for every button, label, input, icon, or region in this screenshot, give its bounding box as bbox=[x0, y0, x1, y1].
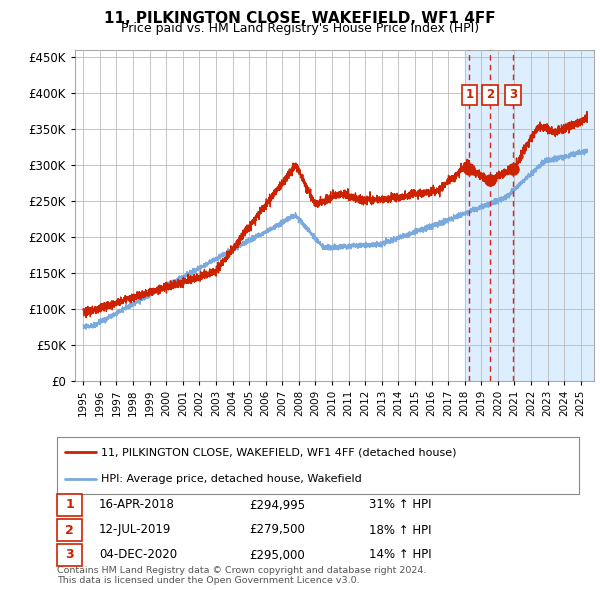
Text: 04-DEC-2020: 04-DEC-2020 bbox=[99, 549, 177, 562]
Text: 11, PILKINGTON CLOSE, WAKEFIELD, WF1 4FF: 11, PILKINGTON CLOSE, WAKEFIELD, WF1 4FF bbox=[104, 11, 496, 25]
Text: £294,995: £294,995 bbox=[249, 499, 305, 512]
Text: 1: 1 bbox=[65, 499, 74, 512]
Text: £295,000: £295,000 bbox=[249, 549, 305, 562]
Text: 31% ↑ HPI: 31% ↑ HPI bbox=[369, 499, 431, 512]
Text: 2: 2 bbox=[65, 523, 74, 536]
Bar bbox=[464, 50, 598, 381]
Text: £279,500: £279,500 bbox=[249, 523, 305, 536]
Text: 18% ↑ HPI: 18% ↑ HPI bbox=[369, 523, 431, 536]
Text: 1: 1 bbox=[466, 88, 473, 101]
Text: 3: 3 bbox=[65, 549, 74, 562]
Text: Price paid vs. HM Land Registry's House Price Index (HPI): Price paid vs. HM Land Registry's House … bbox=[121, 22, 479, 35]
Text: 3: 3 bbox=[509, 88, 517, 101]
Text: 2: 2 bbox=[486, 88, 494, 101]
Text: 11, PILKINGTON CLOSE, WAKEFIELD, WF1 4FF (detached house): 11, PILKINGTON CLOSE, WAKEFIELD, WF1 4FF… bbox=[101, 447, 457, 457]
Text: Contains HM Land Registry data © Crown copyright and database right 2024.
This d: Contains HM Land Registry data © Crown c… bbox=[57, 566, 427, 585]
Text: HPI: Average price, detached house, Wakefield: HPI: Average price, detached house, Wake… bbox=[101, 474, 362, 484]
Text: 16-APR-2018: 16-APR-2018 bbox=[99, 499, 175, 512]
Text: 12-JUL-2019: 12-JUL-2019 bbox=[99, 523, 172, 536]
Text: 14% ↑ HPI: 14% ↑ HPI bbox=[369, 549, 431, 562]
